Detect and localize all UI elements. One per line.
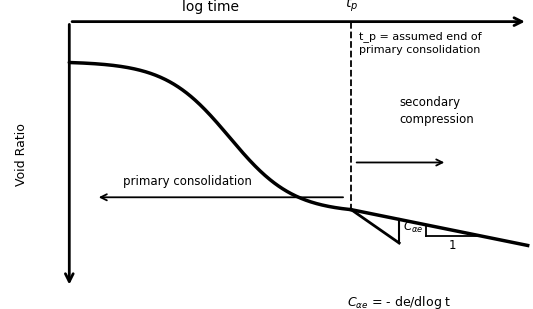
Text: $C_{\alpha e}$: $C_{\alpha e}$ [403, 220, 423, 235]
Text: $C_{\alpha e}$ = - de/dlog t: $C_{\alpha e}$ = - de/dlog t [347, 294, 451, 309]
Text: t_p = assumed end of
primary consolidation: t_p = assumed end of primary consolidati… [359, 31, 482, 55]
Text: 1: 1 [449, 239, 456, 252]
Text: log time: log time [182, 0, 239, 14]
Text: $t_p$: $t_p$ [345, 0, 358, 14]
Text: secondary
compression: secondary compression [399, 96, 474, 126]
Text: primary consolidation: primary consolidation [123, 175, 252, 188]
Text: Void Ratio: Void Ratio [15, 123, 28, 186]
